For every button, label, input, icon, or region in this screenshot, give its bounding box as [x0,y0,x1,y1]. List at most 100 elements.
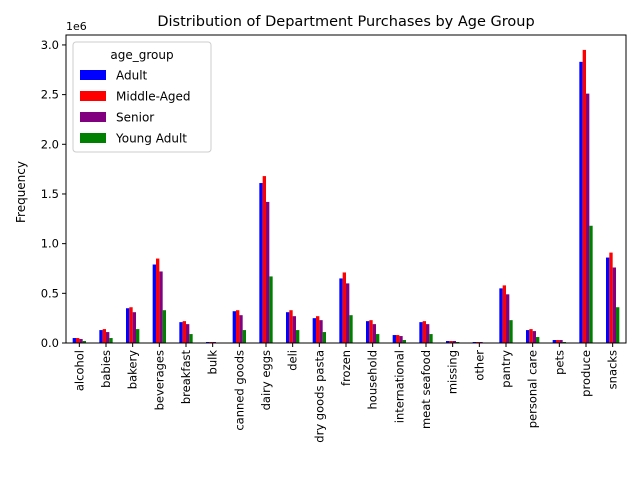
bar-middle-aged [182,321,186,343]
bar-middle-aged [396,335,400,343]
bar-adult [526,330,530,343]
bar-middle-aged [556,340,560,343]
x-tick-label: deli [286,350,300,371]
bar-senior [186,324,190,343]
bar-adult [446,341,450,343]
y-tick-label: 2.0 [41,137,59,151]
bar-adult [606,257,610,343]
bar-young-adult [509,320,513,343]
bar-adult [366,321,370,343]
x-tick-label: other [472,350,486,381]
bar-senior [506,294,510,343]
y-axis-label: Frequency [14,161,28,223]
y-tick-label: 0.0 [41,336,59,350]
bar-young-adult [429,334,433,343]
bar-senior [346,283,350,343]
bar-adult [392,335,396,343]
bar-adult [126,308,130,343]
bar-senior [319,320,323,343]
x-tick-label: produce [579,350,593,397]
bar-young-adult [402,340,406,343]
x-tick-label: frozen [339,350,353,386]
bar-senior [452,341,456,343]
x-tick-label: breakfast [179,350,193,405]
bar-young-adult [349,315,353,343]
bar-senior [159,271,163,343]
bar-senior [79,339,83,343]
bar-senior [372,324,376,343]
bar-middle-aged [236,310,240,343]
x-tick-label: bakery [126,350,140,389]
x-tick-label: international [392,350,406,423]
legend-swatch [80,91,106,101]
bar-young-adult [136,329,140,343]
bar-middle-aged [582,49,586,343]
bar-middle-aged [156,258,160,343]
bar-young-adult [589,225,593,343]
legend-title: age_group [110,48,173,62]
bar-adult [339,278,343,343]
x-tick-label: household [366,350,380,410]
legend-swatch [80,70,106,80]
legend-label: Adult [116,69,148,83]
bar-young-adult [616,307,620,343]
bar-young-adult [536,337,540,343]
x-tick-label: pets [552,350,566,375]
bar-adult [72,338,76,343]
x-tick-label: bulk [206,350,220,375]
bar-adult [419,322,423,343]
y-tick-label: 1.5 [41,187,59,201]
bar-young-adult [322,332,326,343]
bar-adult [499,288,503,343]
bar-young-adult [109,338,113,343]
bar-young-adult [296,330,300,343]
bar-adult [232,311,236,343]
legend-label: Middle-Aged [116,90,191,104]
bar-middle-aged [502,285,506,343]
y-axis: 0.0 0.5 1.0 1.5 2.0 2.5 3.0 [41,38,66,350]
bar-middle-aged [609,252,613,343]
chart-title: Distribution of Department Purchases by … [157,14,534,30]
bar-middle-aged [76,338,80,343]
x-axis: alcohol babies bakery beverages breakfast bul… [72,343,620,443]
bar-middle-aged [449,341,453,343]
x-tick-label: dairy eggs [259,350,273,410]
bar-adult [99,330,103,343]
plot-frame [65,34,627,344]
bar-senior [426,324,430,343]
legend-label: Senior [116,111,154,125]
y-tick-label: 3.0 [41,38,59,52]
x-tick-label: alcohol [72,350,86,391]
y-tick-label: 0.5 [41,286,59,300]
y-offset-label: 1e6 [66,20,87,33]
bar-middle-aged [129,307,133,343]
bar-senior [586,93,590,343]
bar-adult [579,61,583,343]
bar-young-adult [242,330,246,343]
legend-swatch [80,112,106,122]
bar-young-adult [162,310,166,343]
bar-young-adult [269,276,273,343]
legend-box [72,41,212,153]
y-tick-label: 2.5 [41,88,59,102]
legend: age_group Adult Middle-Aged Senior Young Ad… [72,41,212,153]
bar-middle-aged [316,316,320,343]
x-tick-label: snacks [606,350,620,389]
bar-young-adult [376,334,380,343]
bar-senior [239,315,243,343]
x-tick-label: beverages [152,350,166,410]
y-tick-label: 1.0 [41,237,59,251]
bar-middle-aged [422,321,426,343]
bar-middle-aged [369,320,373,343]
x-tick-label: babies [99,350,113,388]
bar-adult [552,340,556,343]
bar-adult [179,322,183,343]
bar-young-adult [189,334,193,343]
bar-senior [532,331,536,343]
bar-young-adult [82,341,86,343]
x-tick-label: canned goods [232,350,246,431]
bar-senior [559,340,563,343]
bar-adult [259,183,263,343]
bar-middle-aged [289,310,293,343]
